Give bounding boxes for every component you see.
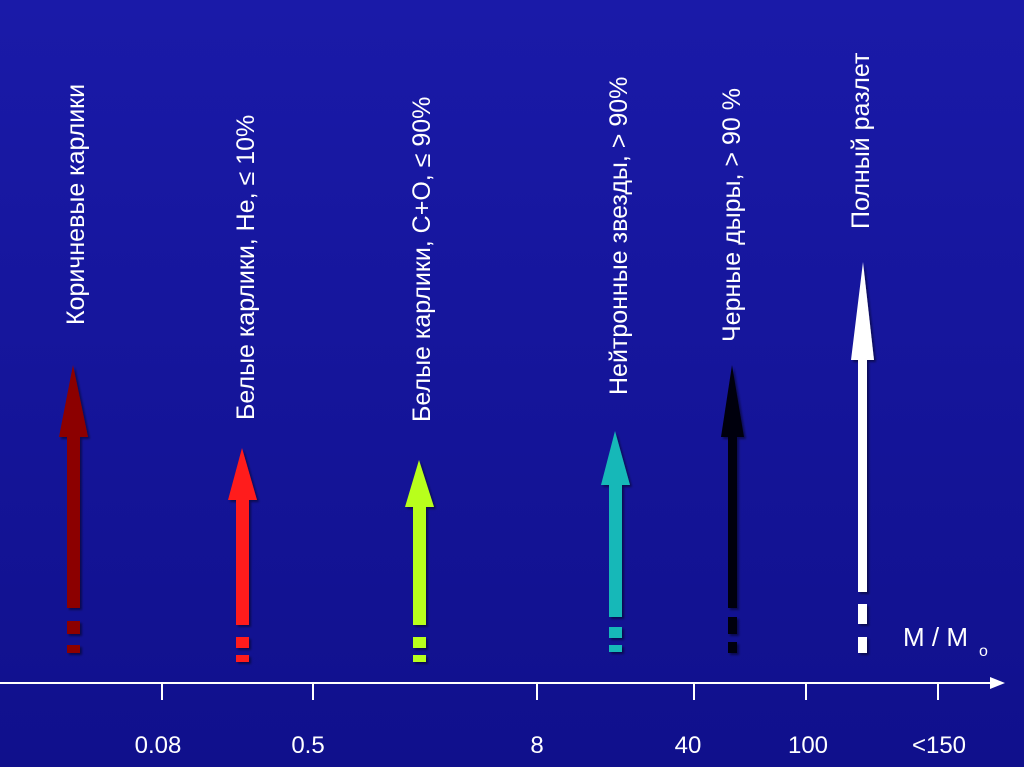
arrow-black-holes [721,365,744,653]
label-full-disruption: Полный разлет [847,52,875,229]
outcome-brown-dwarfs: Коричневые карлики [59,84,90,653]
label-neutron-stars: Нейтронные звезды, > 90% [605,77,633,395]
outcome-neutron-stars: Нейтронные звезды, > 90% [601,77,633,652]
tick-label-0-08: 0.08 [135,732,182,759]
axis-arrowhead [990,677,1005,689]
tick-label-8: 8 [530,732,543,759]
tick-label-40: 40 [675,732,702,759]
tick-label-100: 100 [788,732,828,759]
label-white-dwarfs-he: Белые карлики, He, ≤ 10% [232,115,260,420]
outcome-black-holes: Черные дыры, > 90 % [718,88,746,653]
arrow-white-dwarfs-co [405,460,434,662]
arrow-brown-dwarfs [59,365,88,653]
axis-label-mass-ratio: M / M [903,622,968,652]
mass-axis: 0.08 0.5 8 40 100 <150 M / M o [0,622,1005,759]
label-white-dwarfs-co: Белые карлики, C+O, ≤ 90% [408,97,436,422]
outcome-full-disruption: Полный разлет [847,52,875,653]
arrow-white-dwarfs-he [228,448,257,662]
label-brown-dwarfs: Коричневые карлики [62,84,90,325]
arrow-full-disruption [851,262,874,653]
arrow-neutron-stars [601,431,630,652]
outcome-white-dwarfs-co: Белые карлики, C+O, ≤ 90% [405,97,436,662]
tick-label-0-5: 0.5 [291,732,324,759]
outcome-white-dwarfs-he: Белые карлики, He, ≤ 10% [228,115,260,662]
tick-label-150: <150 [912,732,966,759]
label-black-holes: Черные дыры, > 90 % [718,88,746,342]
axis-label-sun-subscript: o [979,643,988,660]
